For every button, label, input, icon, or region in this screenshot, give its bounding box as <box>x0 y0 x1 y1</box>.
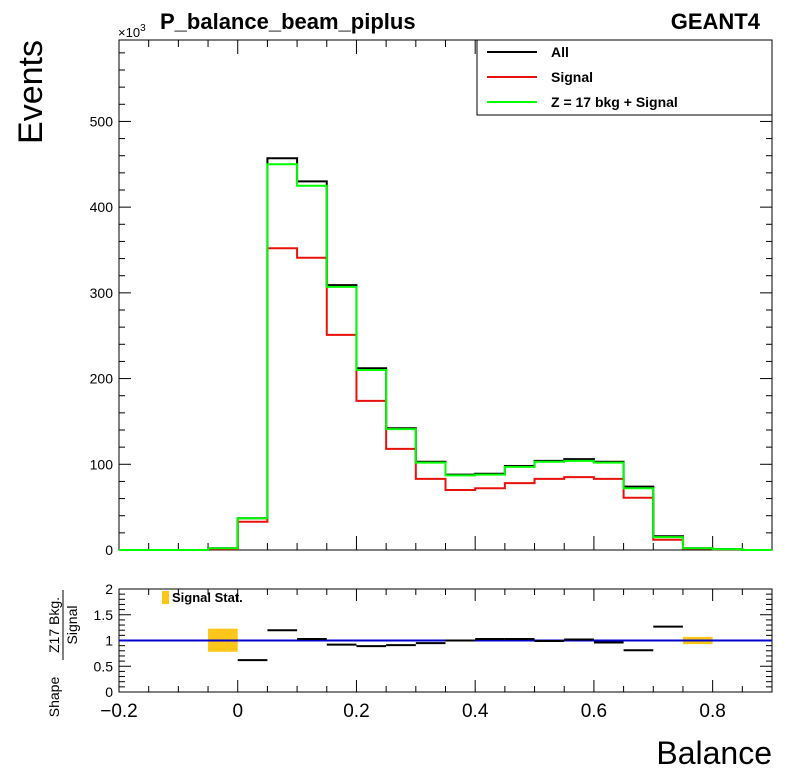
main-y-tick-label: 300 <box>90 285 114 301</box>
legend-label-all: All <box>551 44 569 60</box>
y-axis-title: Events <box>12 40 50 144</box>
legend: All Signal Z = 17 bkg + Signal <box>476 39 773 116</box>
series-line-signal <box>119 247 772 551</box>
main-y-tick-label: 400 <box>90 199 114 215</box>
main-series-group <box>119 157 772 551</box>
generator-label: GEANT4 <box>671 9 761 34</box>
series-line-all <box>119 157 772 551</box>
main-y-tick-labels: 0 100 200 300 400 500 <box>90 113 114 558</box>
main-y-tick-label: 0 <box>105 542 113 558</box>
ratio-x-tick-label: −0.2 <box>100 701 138 722</box>
ratio-y-title: Z17 Bkg. Signal Shape <box>46 590 80 717</box>
ratio-legend-swatch <box>162 591 169 604</box>
ratio-marks-group <box>119 625 772 662</box>
legend-label-z17: Z = 17 bkg + Signal <box>551 94 678 110</box>
ratio-y-title-bottom: Signal <box>64 606 80 645</box>
main-y-tick-label: 200 <box>90 371 114 387</box>
x-axis-title: Balance <box>656 735 772 771</box>
ratio-x-tick-label: 0.8 <box>699 701 725 722</box>
ratio-y-tick-label: 0.5 <box>94 658 114 674</box>
ratio-y-tick-labels: 0 0.5 1 1.5 2 <box>94 581 114 700</box>
main-y-tick-label: 100 <box>90 456 114 472</box>
y-multiplier: ×103 <box>118 23 146 40</box>
main-y-tick-label: 500 <box>90 113 114 129</box>
ratio-x-tick-label: 0.2 <box>343 701 369 722</box>
ratio-y-tick-label: 1.5 <box>94 607 114 623</box>
ratio-legend-label: Signal Stat. <box>172 590 243 605</box>
series-line-z-17-bkg-signal <box>119 163 772 551</box>
ratio-y-title-top: Z17 Bkg. <box>46 597 62 653</box>
ratio-x-tick-label: 0.6 <box>581 701 607 722</box>
ratio-y-tick-label: 1 <box>105 633 113 649</box>
ratio-x-tick-label: 0.4 <box>462 701 489 722</box>
ratio-y-tick-label: 0 <box>105 684 113 700</box>
chart-title: P_balance_beam_piplus <box>160 9 416 34</box>
legend-label-signal: Signal <box>551 69 593 85</box>
ratio-y-title-prefix: Shape <box>46 677 62 718</box>
ratio-y-tick-label: 2 <box>105 581 113 597</box>
ratio-x-tick-label: 0 <box>232 701 243 722</box>
ratio-x-tick-labels: −0.2 0 0.2 0.4 0.6 0.8 <box>100 701 726 722</box>
